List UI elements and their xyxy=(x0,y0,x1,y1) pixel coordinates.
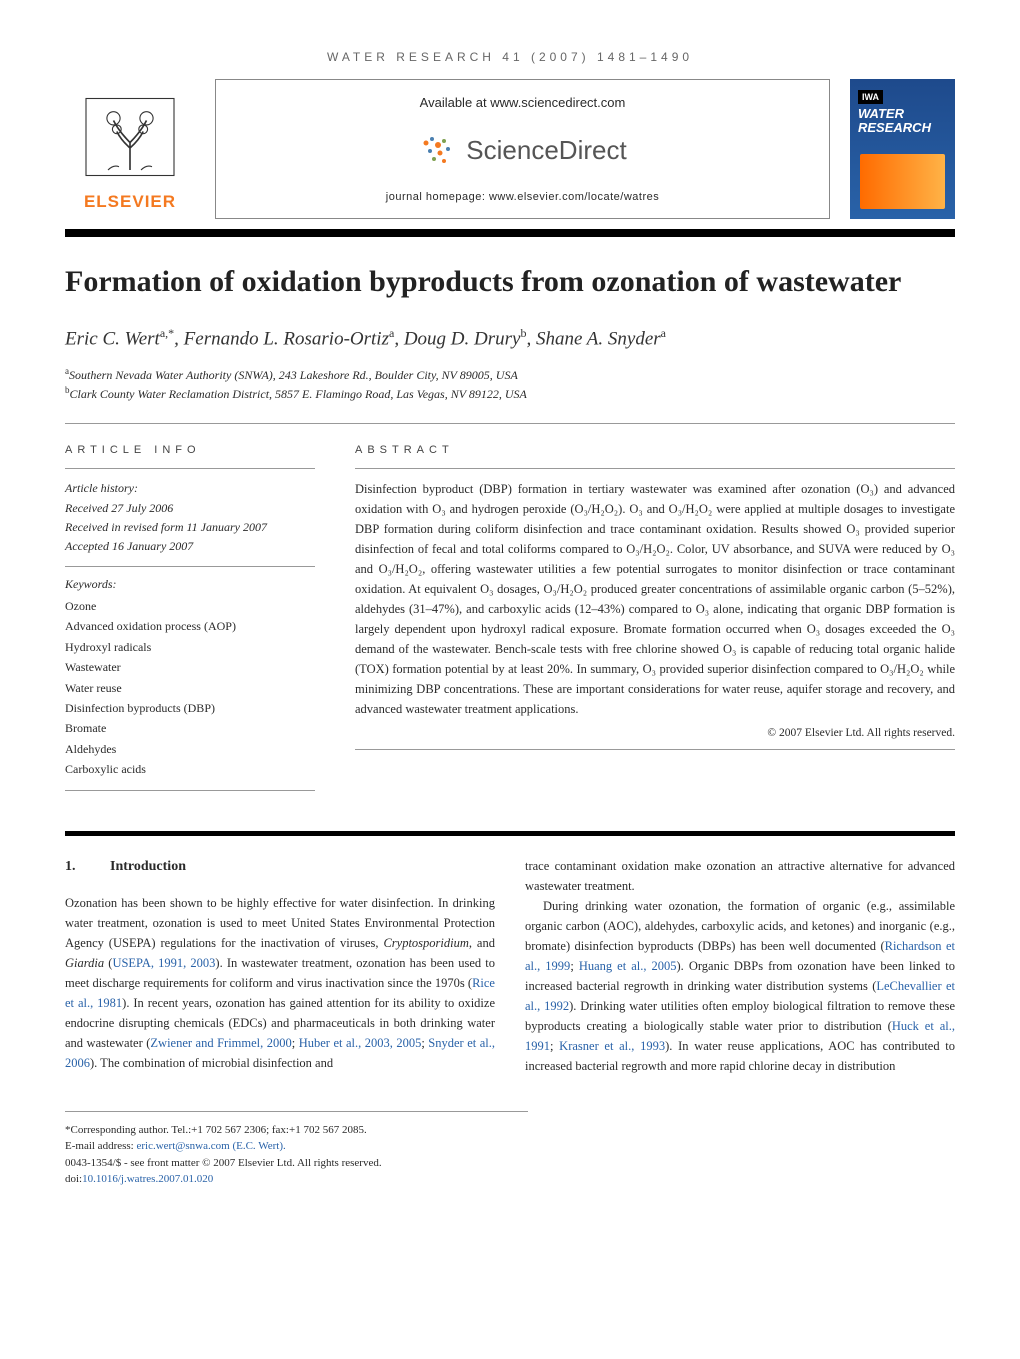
section-number: 1. xyxy=(65,856,110,878)
article-history: Article history: Received 27 July 2006 R… xyxy=(65,479,315,556)
divider xyxy=(65,423,955,424)
keyword-item: Disinfection byproducts (DBP) xyxy=(65,698,315,718)
abstract-text: Disinfection byproduct (DBP) formation i… xyxy=(355,479,955,719)
body-text: 1.Introduction Ozonation has been shown … xyxy=(65,856,955,1076)
corresponding-author: *Corresponding author. Tel.:+1 702 567 2… xyxy=(65,1122,528,1139)
keyword-item: Wastewater xyxy=(65,657,315,677)
divider-thick xyxy=(65,229,955,237)
keyword-item: Hydroxyl radicals xyxy=(65,637,315,657)
affiliation-a: aSouthern Nevada Water Authority (SNWA),… xyxy=(65,365,955,384)
divider xyxy=(65,566,315,567)
section-heading-intro: 1.Introduction xyxy=(65,856,495,878)
available-at-text: Available at www.sciencedirect.com xyxy=(231,95,814,110)
sciencedirect-banner: Available at www.sciencedirect.com Scien… xyxy=(215,79,830,219)
keyword-item: Advanced oxidation process (AOP) xyxy=(65,616,315,636)
elsevier-wordmark: ELSEVIER xyxy=(84,192,176,212)
journal-cover-thumbnail: IWA WATER RESEARCH xyxy=(850,79,955,219)
divider xyxy=(65,790,315,791)
affiliations: aSouthern Nevada Water Authority (SNWA),… xyxy=(65,365,955,403)
divider xyxy=(65,468,315,469)
received-date: Received 27 July 2006 xyxy=(65,499,315,518)
accepted-date: Accepted 16 January 2007 xyxy=(65,537,315,556)
history-label: Article history: xyxy=(65,479,315,498)
revised-date: Received in revised form 11 January 2007 xyxy=(65,518,315,537)
cover-title: WATER RESEARCH xyxy=(858,107,947,136)
info-abstract-row: ARTICLE INFO Article history: Received 2… xyxy=(65,444,955,800)
section-title: Introduction xyxy=(110,859,186,874)
sciencedirect-brand: ScienceDirect xyxy=(231,131,814,171)
masthead: ELSEVIER Available at www.sciencedirect.… xyxy=(65,79,955,219)
doi-line: doi:10.1016/j.watres.2007.01.020 xyxy=(65,1171,528,1188)
article-footer: *Corresponding author. Tel.:+1 702 567 2… xyxy=(65,1111,528,1188)
keyword-item: Bromate xyxy=(65,718,315,738)
cover-art xyxy=(860,154,945,209)
article-info-label: ARTICLE INFO xyxy=(65,444,315,456)
body-column-left: 1.Introduction Ozonation has been shown … xyxy=(65,856,495,1076)
cover-title-line1: WATER xyxy=(858,106,904,121)
divider-thick xyxy=(65,831,955,836)
divider xyxy=(355,468,955,469)
keyword-item: Water reuse xyxy=(65,678,315,698)
copyright: © 2007 Elsevier Ltd. All rights reserved… xyxy=(355,727,955,739)
affiliation-b: bClark County Water Reclamation District… xyxy=(65,384,955,403)
doi-link[interactable]: 10.1016/j.watres.2007.01.020 xyxy=(82,1173,213,1185)
article-info-sidebar: ARTICLE INFO Article history: Received 2… xyxy=(65,444,315,800)
doi-label: doi: xyxy=(65,1173,82,1185)
cover-title-line2: RESEARCH xyxy=(858,120,931,135)
authors-list: Eric C. Werta,*, Fernando L. Rosario-Ort… xyxy=(65,326,955,350)
email-label: E-mail address: xyxy=(65,1140,136,1152)
elsevier-logo: ELSEVIER xyxy=(65,79,195,219)
keywords-label: Keywords: xyxy=(65,577,315,592)
issn-copyright: 0043-1354/$ - see front matter © 2007 El… xyxy=(65,1155,528,1172)
sciencedirect-wordmark: ScienceDirect xyxy=(466,135,626,166)
keyword-item: Ozone xyxy=(65,596,315,616)
journal-homepage-text: journal homepage: www.elsevier.com/locat… xyxy=(231,191,814,203)
abstract-label: ABSTRACT xyxy=(355,444,955,456)
sciencedirect-icon xyxy=(418,131,458,171)
email-line: E-mail address: eric.wert@snwa.com (E.C.… xyxy=(65,1138,528,1155)
author-email[interactable]: eric.wert@snwa.com (E.C. Wert). xyxy=(136,1140,285,1152)
body-paragraph: Ozonation has been shown to be highly ef… xyxy=(65,893,495,1073)
keyword-item: Carboxylic acids xyxy=(65,759,315,779)
keyword-item: Aldehydes xyxy=(65,739,315,759)
iwa-badge: IWA xyxy=(858,90,883,104)
journal-reference: WATER RESEARCH 41 (2007) 1481–1490 xyxy=(65,50,955,64)
body-paragraph: During drinking water ozonation, the for… xyxy=(525,896,955,1076)
elsevier-tree-icon xyxy=(75,87,185,187)
body-column-right: trace contaminant oxidation make ozonati… xyxy=(525,856,955,1076)
keywords-list: OzoneAdvanced oxidation process (AOP)Hyd… xyxy=(65,596,315,780)
abstract-section: ABSTRACT Disinfection byproduct (DBP) fo… xyxy=(355,444,955,800)
divider xyxy=(355,749,955,750)
article-title: Formation of oxidation byproducts from o… xyxy=(65,262,955,301)
body-paragraph: trace contaminant oxidation make ozonati… xyxy=(525,856,955,896)
